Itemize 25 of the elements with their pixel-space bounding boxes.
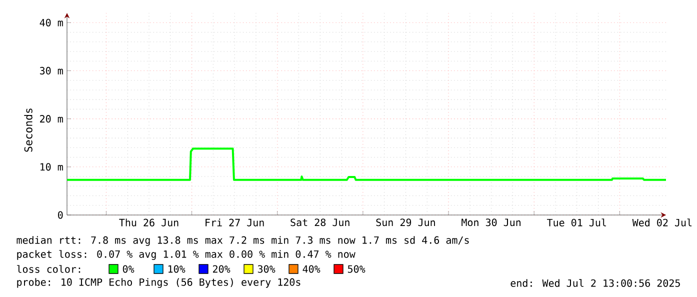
- text: probe: 10 ICMP Echo Pings (56 Bytes) every 120s: [17, 278, 300, 288]
- text: end: Wed Jul 2 13:00:56 2025: [510, 279, 680, 287]
- x-tick-label: Wed 02 Jul: [632, 218, 692, 226]
- x-tick-label: Sat 28 Jun: [290, 218, 350, 226]
- legend-label: 40%: [302, 265, 320, 273]
- y-tick-label: 20 m: [40, 115, 63, 123]
- text: median rtt: 7.8 ms avg 13.8 ms max 7.2 ms min 7.3 ms now 1.7 ms sd 4.6 am/s: [16, 236, 469, 246]
- x-tick-label: Sun 29 Jun: [376, 218, 435, 226]
- y-tick-label: 40 m: [40, 18, 63, 26]
- legend-label: 30%: [258, 265, 276, 273]
- x-tick-label: Fri 27 Jun: [206, 218, 264, 226]
- y-tick-label: 30 m: [40, 66, 63, 75]
- x-tick-label: Mon 30 Jun: [462, 218, 520, 226]
- legend-label: 20%: [213, 265, 230, 273]
- y-tick-label: 0: [58, 211, 63, 219]
- y-tick-label: 10 m: [40, 163, 63, 171]
- legend-label: 10%: [168, 265, 186, 273]
- line-series: [66, 148, 667, 181]
- legend-label: 0%: [122, 265, 134, 273]
- y-axis-title: Seconds: [24, 108, 32, 152]
- legend-label: 50%: [348, 265, 366, 273]
- x-tick-label: Tue 01 Jul: [546, 218, 606, 226]
- text: packet loss: 0.07 % avg 1.01 % max 0.00 % min 0.47 % now: [17, 250, 356, 260]
- x-tick-label: Thu 26 Jun: [119, 218, 178, 226]
- legend-title: loss color:: [17, 265, 80, 273]
